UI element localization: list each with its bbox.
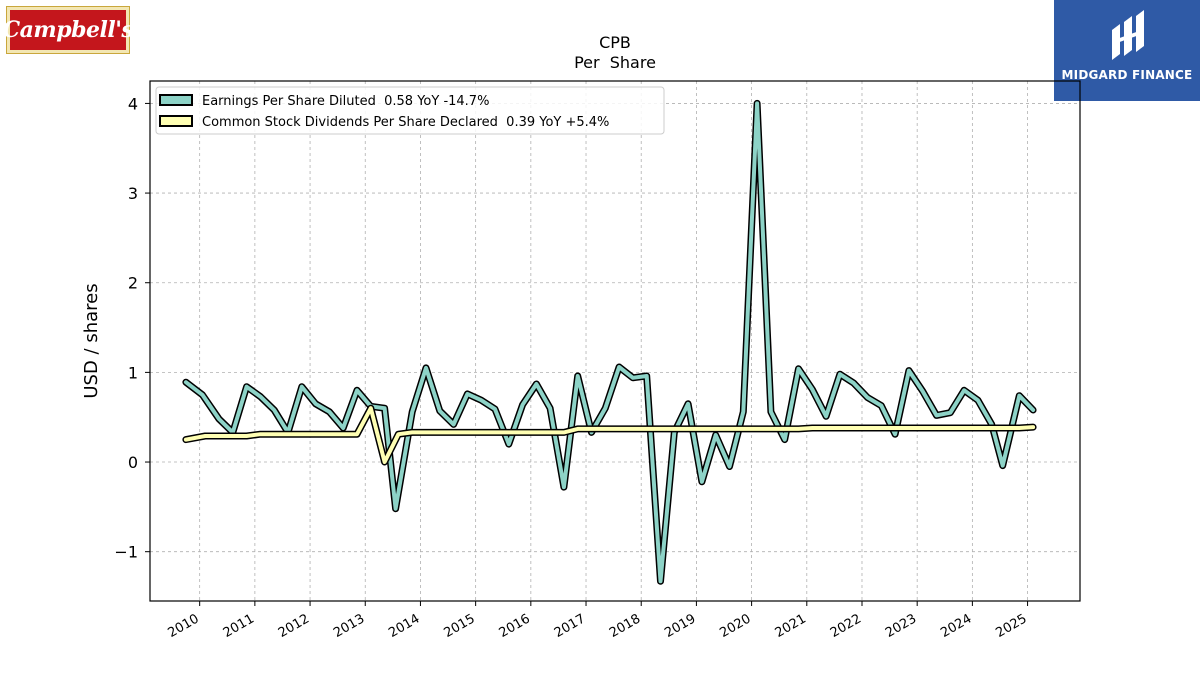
chart-subtitle: Per Share xyxy=(574,53,656,72)
x-tick-label: 2014 xyxy=(386,611,422,641)
series-lines xyxy=(182,99,1037,585)
campbells-logo: Campbell's xyxy=(3,6,134,54)
x-tick-label: 2016 xyxy=(497,611,533,641)
legend-label-1: Earnings Per Share Diluted 0.58 YoY -14.… xyxy=(202,94,489,109)
series-outline-1 xyxy=(182,99,1037,585)
x-tick-label: 2023 xyxy=(883,611,919,641)
x-tick-label: 2013 xyxy=(331,611,367,641)
grid xyxy=(150,81,1080,601)
midgard-logo-text: MIDGARD FINANCE xyxy=(1061,68,1193,82)
y-tick-label: 2 xyxy=(128,274,138,293)
x-tick-label: 2020 xyxy=(717,611,753,641)
x-tick-label: 2025 xyxy=(993,611,1029,641)
x-tick-label: 2010 xyxy=(166,611,202,641)
y-tick-label: −1 xyxy=(114,543,138,562)
midgard-emblem-icon xyxy=(1112,10,1144,60)
x-tick-label: 2019 xyxy=(662,611,698,641)
midgard-finance-logo: MIDGARD FINANCE xyxy=(1054,0,1200,101)
x-tick-label: 2021 xyxy=(773,611,809,641)
series-line-2 xyxy=(183,406,1036,464)
x-tick-label: 2022 xyxy=(828,611,864,641)
x-tick-label: 2012 xyxy=(276,611,312,641)
plot-frame xyxy=(149,80,1081,602)
legend-label-2: Common Stock Dividends Per Share Declare… xyxy=(202,115,609,130)
chart-title: CPB xyxy=(599,33,631,52)
y-tick-label: 0 xyxy=(128,453,138,472)
x-tick-label: 2018 xyxy=(607,611,643,641)
legend-box xyxy=(155,86,665,135)
series-line-1 xyxy=(183,101,1036,584)
x-tick-label: 2024 xyxy=(938,611,974,641)
x-tick-label: 2015 xyxy=(441,611,477,641)
y-tick-label: 1 xyxy=(128,363,138,382)
campbells-logo-text: Campbell's xyxy=(2,17,134,43)
y-tick-label: 3 xyxy=(128,184,138,203)
campbells-logo-badge: Campbell's xyxy=(3,10,134,50)
axis-ticks: 2010 2011 2012 2013 2014 2015 2016 2017 2018 2019… xyxy=(114,94,1029,641)
y-axis-label: USD / shares xyxy=(81,283,102,398)
legend-swatch-1 xyxy=(159,94,193,106)
legend-swatch-2 xyxy=(159,115,193,127)
y-tick-label: 4 xyxy=(128,94,138,113)
x-tick-label: 2011 xyxy=(221,611,257,641)
x-tick-label: 2017 xyxy=(552,611,588,641)
legend: Earnings Per Share Diluted 0.58 YoY -14.… xyxy=(155,86,665,135)
